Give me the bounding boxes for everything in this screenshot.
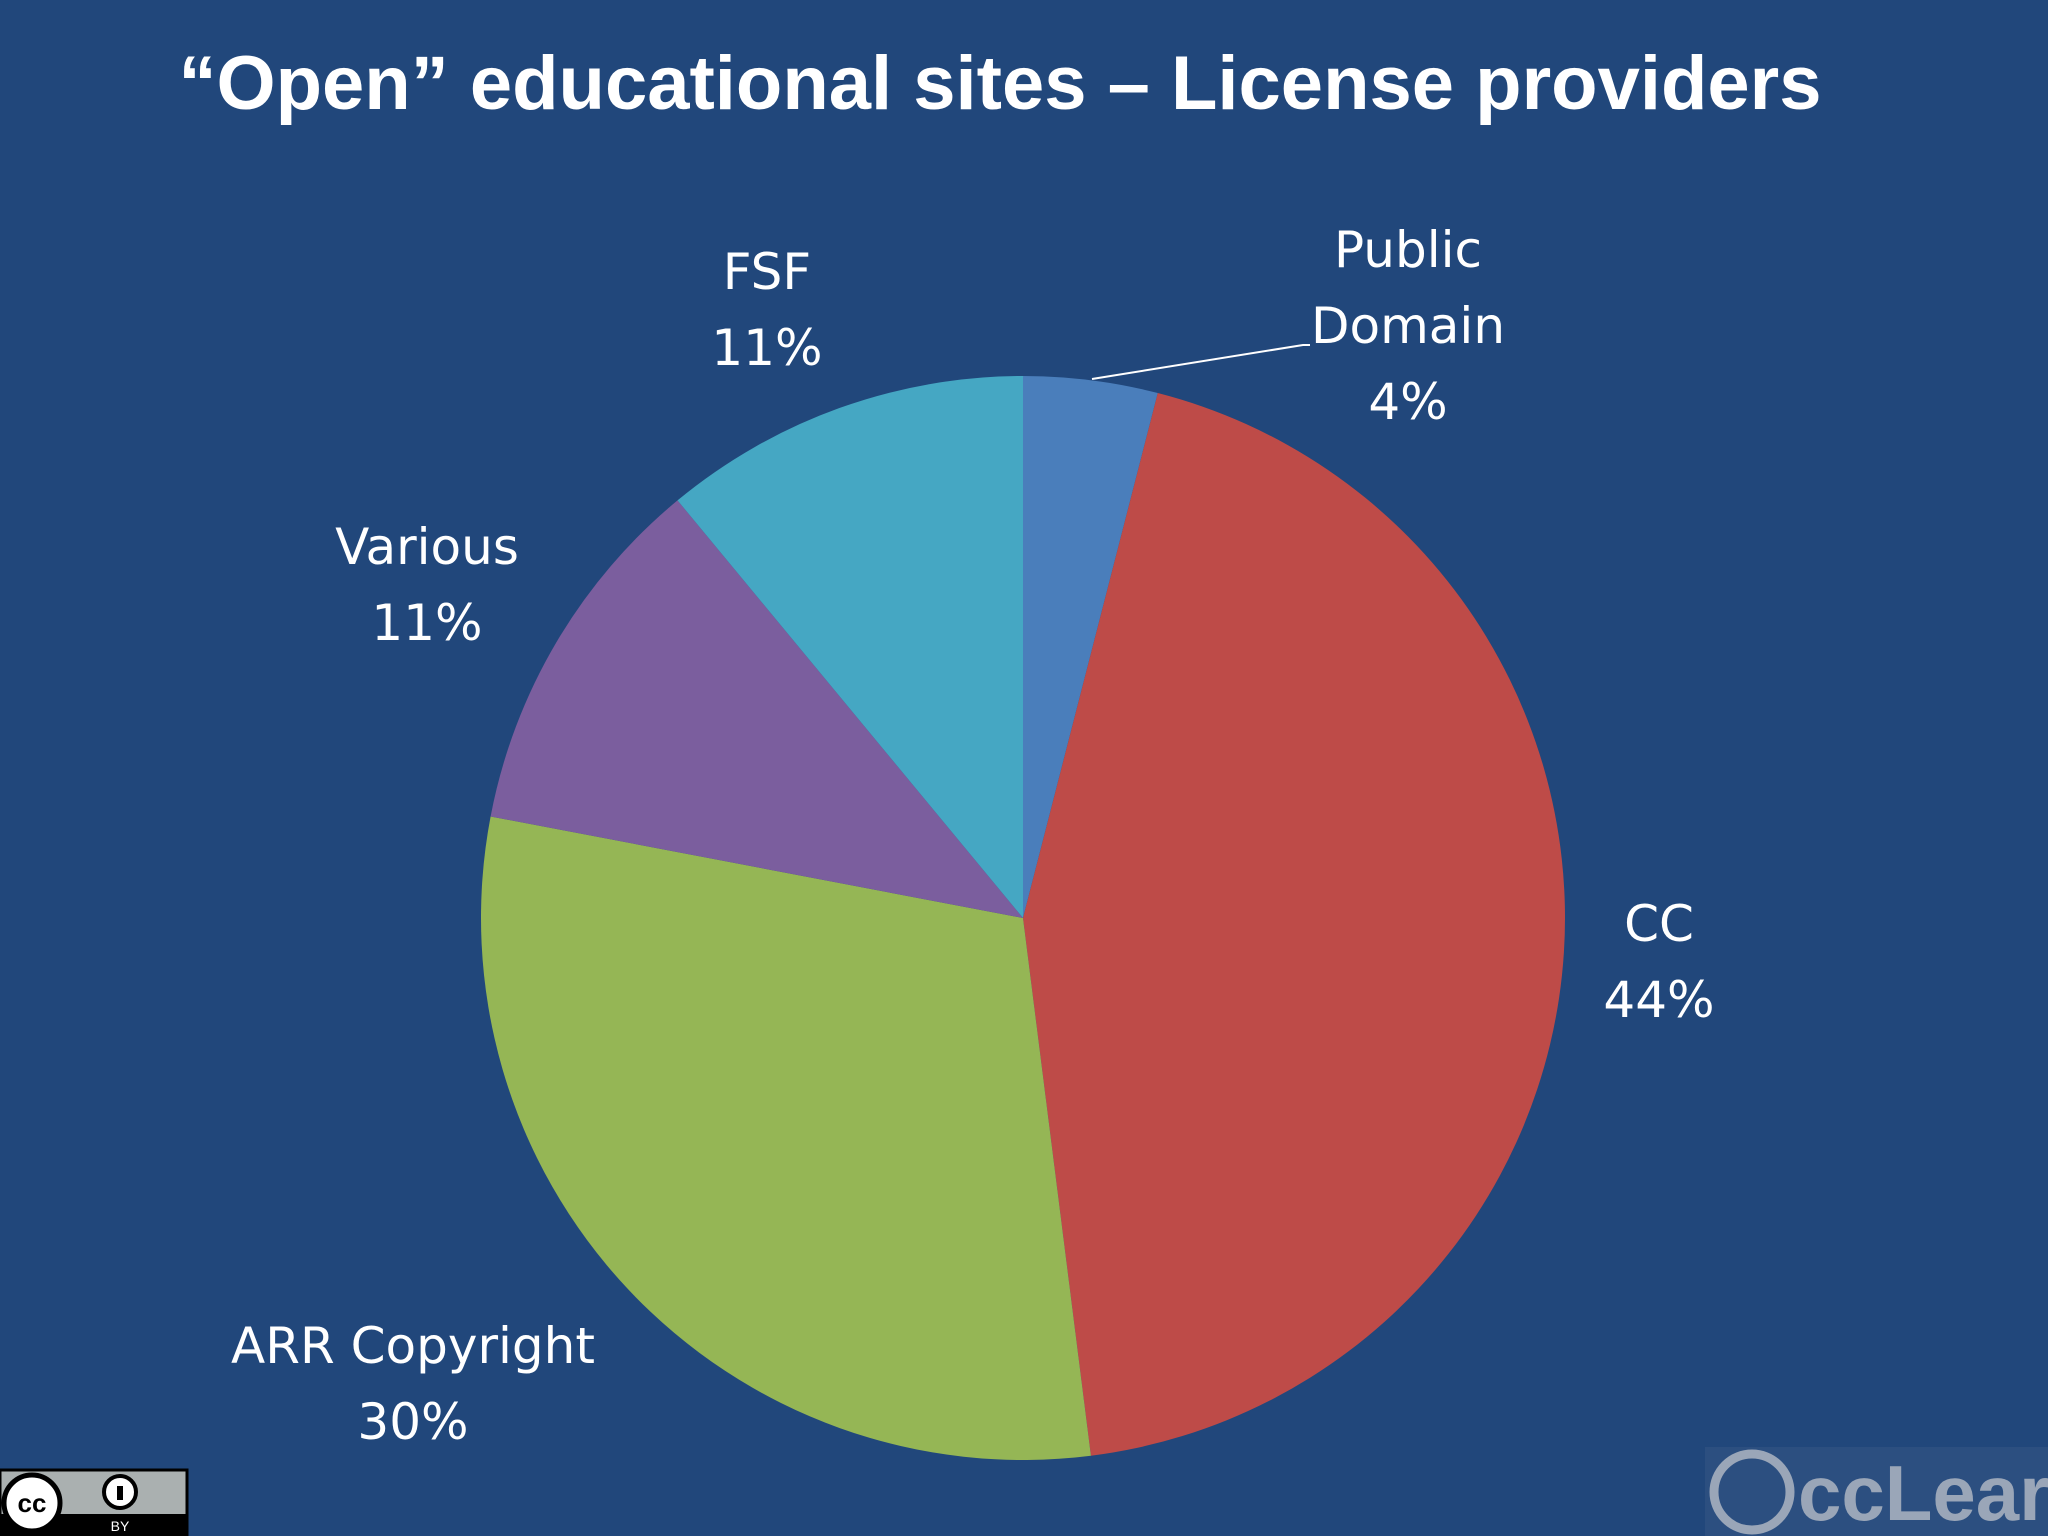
chart-title: “Open” educational sites – License provi… — [178, 41, 1822, 126]
badge-cc: cc — [18, 1488, 47, 1518]
pie-slice — [1023, 393, 1566, 1456]
badge-by: BY — [111, 1518, 130, 1534]
slice-label: CC 44% — [1603, 886, 1714, 1038]
category-label: Various — [335, 518, 519, 576]
slice-label: FSF 11% — [711, 234, 822, 386]
brand: ccLearn — [1798, 1449, 2048, 1536]
brand-logo: ccLearn — [1705, 1447, 2048, 1536]
value-label: 30% — [357, 1393, 469, 1451]
slice-label: ARR Copyright 30% — [231, 1308, 595, 1460]
category-label: FSF — [722, 243, 812, 301]
category-label: Public Domain — [1310, 221, 1506, 355]
value-label: 11% — [371, 594, 483, 652]
value-label: 44% — [1603, 971, 1715, 1029]
leader-line — [1091, 344, 1310, 380]
pie-slice — [480, 816, 1091, 1460]
slice-label: Public Domain 4% — [1293, 212, 1523, 440]
category-label: CC — [1624, 895, 1694, 953]
value-label: 11% — [711, 319, 823, 377]
pie-slice — [677, 376, 1023, 918]
value-label: 4% — [1368, 373, 1448, 431]
category-label: ARR Copyright — [231, 1317, 595, 1375]
slice-label: Various 11% — [335, 509, 519, 661]
pie-slice — [1023, 376, 1158, 918]
pie-slice — [490, 500, 1023, 918]
cc-badge: cc BY — [0, 1468, 189, 1536]
